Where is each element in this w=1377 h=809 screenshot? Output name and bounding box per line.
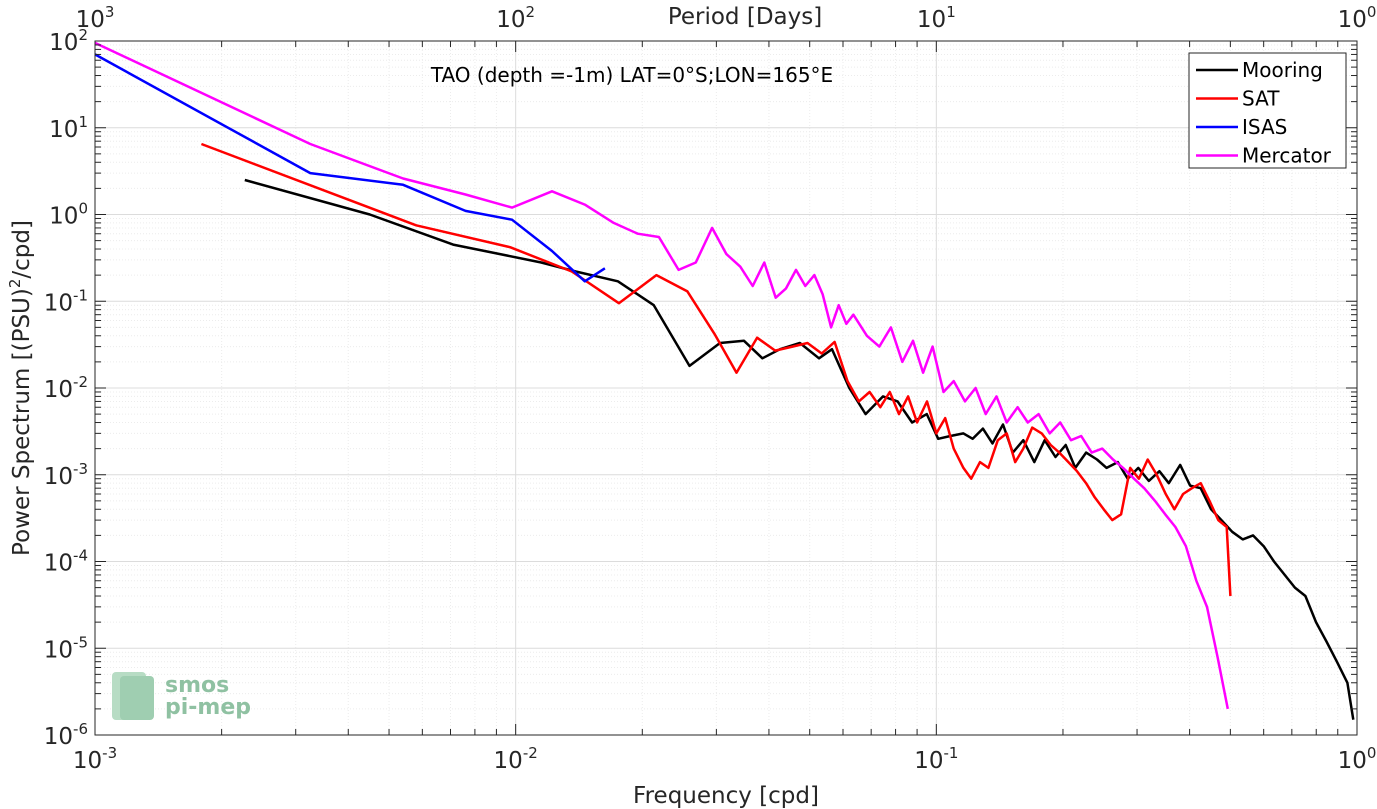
logo-text-pimep: pi-mep xyxy=(165,695,251,720)
top-tick-label: 102 xyxy=(496,3,535,33)
tick-marks xyxy=(94,40,1358,736)
x-tick-label-exponent: -2 xyxy=(523,744,538,762)
x-tick-labels: 10-3 10-2 10-1 100 xyxy=(73,744,1377,774)
y-tick-label-base: 10 xyxy=(44,551,73,577)
x-tick-label-exponent: 0 xyxy=(1367,744,1377,762)
y-axis-title: Power Spectrum [(PSU)2/cpd] xyxy=(6,220,35,556)
y-tick-label: 101 xyxy=(49,113,88,143)
x-tick-label-exponent: -3 xyxy=(102,744,117,762)
y-tick-label-exponent: -3 xyxy=(73,460,88,478)
legend-label-isas: ISAS xyxy=(1242,115,1287,139)
x-tick-label-base: 10 xyxy=(1338,748,1367,774)
y-tick-label: 102 xyxy=(49,26,88,56)
y-tick-label: 10-6 xyxy=(44,720,88,750)
y-tick-label-base: 10 xyxy=(44,464,73,490)
x-tick-label: 10-1 xyxy=(914,744,958,774)
legend-label-mercator: Mercator xyxy=(1242,144,1332,168)
x-tick-label-exponent: -1 xyxy=(943,744,958,762)
y-tick-label-base: 10 xyxy=(44,637,73,663)
y-tick-label-exponent: -2 xyxy=(73,373,88,391)
series-line-mooring xyxy=(244,178,1355,720)
top-tick-label: 103 xyxy=(76,3,115,33)
top-tick-label-exponent: 2 xyxy=(526,3,536,21)
legend: Mooring SAT ISAS Mercator xyxy=(1188,52,1347,169)
y-tick-label-exponent: -5 xyxy=(73,633,88,651)
y-tick-label: 10-4 xyxy=(44,547,88,577)
chart-title: TAO (depth =-1m) LAT=0°S;LON=165°E xyxy=(430,63,833,87)
y-tick-label: 10-3 xyxy=(44,460,88,490)
smos-pimep-logo: smos pi-mep xyxy=(112,672,251,720)
y-tick-label-base: 10 xyxy=(44,290,73,316)
y-tick-label-exponent: -4 xyxy=(73,547,88,565)
y-tick-label: 10-2 xyxy=(44,373,88,403)
top-tick-label-base: 10 xyxy=(917,7,946,33)
y-tick-label: 10-5 xyxy=(44,633,88,663)
y-tick-label-exponent: -1 xyxy=(73,286,88,304)
series-line-isas xyxy=(94,53,606,283)
y-tick-label-base: 10 xyxy=(44,724,73,750)
y-tick-label-base: 10 xyxy=(49,117,78,143)
y-axis-title-main: Power Spectrum [(PSU) xyxy=(9,288,35,556)
y-tick-label-base: 10 xyxy=(49,30,78,56)
y-tick-label-exponent: -6 xyxy=(73,720,88,738)
top-tick-label: 100 xyxy=(1338,3,1377,33)
series-lines xyxy=(94,41,1355,720)
logo-text-smos: smos xyxy=(165,673,229,698)
legend-label-sat: SAT xyxy=(1242,87,1280,111)
y-tick-label: 100 xyxy=(49,200,88,230)
x-axis-title: Frequency [cpd] xyxy=(633,783,819,809)
series-line-sat xyxy=(200,142,1232,597)
legend-label-mooring: Mooring xyxy=(1242,58,1323,82)
y-axis-title-exponent: 2 xyxy=(6,279,24,289)
top-tick-label: 101 xyxy=(917,3,956,33)
x-tick-label: 100 xyxy=(1338,744,1377,774)
minor-grid xyxy=(95,41,1357,735)
top-tick-label-exponent: 0 xyxy=(1367,3,1377,21)
series-line-mercator xyxy=(94,41,1230,710)
top-axis-title: Period [Days] xyxy=(668,4,822,30)
y-tick-label-exponent: 2 xyxy=(78,26,88,44)
logo-mark xyxy=(120,676,154,720)
top-tick-labels: 103 102 101 100 xyxy=(76,3,1377,33)
top-tick-label-exponent: 1 xyxy=(946,3,956,21)
x-tick-label-base: 10 xyxy=(494,748,523,774)
y-tick-label-base: 10 xyxy=(49,204,78,230)
y-tick-label-exponent: 0 xyxy=(78,200,88,218)
top-tick-label-base: 10 xyxy=(1338,7,1367,33)
y-tick-label: 10-1 xyxy=(44,286,88,316)
x-tick-label-base: 10 xyxy=(914,748,943,774)
y-tick-label-base: 10 xyxy=(44,377,73,403)
top-tick-label-exponent: 3 xyxy=(105,3,115,21)
x-tick-label: 10-2 xyxy=(494,744,538,774)
y-axis-title-tail: /cpd] xyxy=(9,220,35,279)
x-tick-label-base: 10 xyxy=(73,748,102,774)
top-tick-label-base: 10 xyxy=(76,7,105,33)
x-tick-label: 10-3 xyxy=(73,744,117,774)
legend-box xyxy=(1188,52,1347,169)
top-tick-label-base: 10 xyxy=(496,7,525,33)
y-tick-label-exponent: 1 xyxy=(78,113,88,131)
